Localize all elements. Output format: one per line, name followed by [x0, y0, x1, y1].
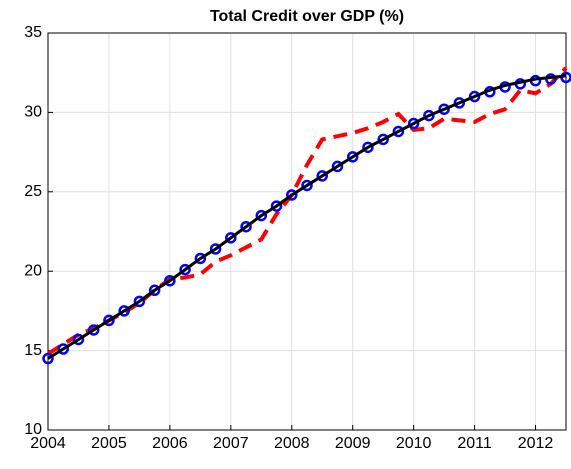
point	[468, 90, 481, 103]
point	[331, 160, 344, 173]
x-tick-label: 2004	[30, 435, 66, 452]
point	[194, 252, 207, 265]
y-tick-label: 35	[24, 24, 42, 41]
point	[301, 179, 313, 192]
point	[453, 97, 466, 109]
point	[209, 243, 222, 255]
point	[179, 263, 191, 276]
point	[118, 305, 130, 317]
x-tick-label: 2008	[274, 435, 310, 452]
y-tick-label: 10	[24, 421, 42, 438]
point	[316, 170, 328, 182]
point	[377, 133, 389, 146]
point	[42, 352, 54, 365]
x-tick-label: 2011	[457, 435, 492, 452]
point	[240, 220, 252, 233]
point	[438, 103, 450, 115]
point	[423, 109, 435, 122]
point	[346, 151, 359, 163]
point	[72, 333, 85, 346]
y-tick-label: 15	[24, 342, 42, 359]
plot-frame	[47, 32, 567, 431]
x-tick-label: 2010	[396, 435, 432, 452]
point	[362, 141, 374, 154]
x-tick-label: 2006	[152, 435, 188, 452]
point	[255, 209, 268, 222]
point	[103, 314, 115, 327]
point	[270, 200, 283, 212]
point	[407, 117, 420, 130]
x-tick-label: 2007	[213, 435, 249, 452]
y-tick-label: 25	[24, 183, 42, 200]
y-tick-label: 30	[24, 104, 42, 121]
point	[392, 125, 405, 138]
point	[57, 343, 69, 355]
point	[148, 284, 161, 297]
point	[133, 295, 146, 308]
y-tick-label: 20	[24, 262, 42, 279]
point	[286, 189, 298, 201]
chart-title: Total Credit over GDP (%)	[210, 8, 404, 25]
x-tick-label: 2009	[335, 435, 371, 452]
point	[225, 232, 237, 244]
point	[87, 324, 100, 336]
line	[47, 74, 567, 360]
point	[164, 274, 176, 287]
x-tick-label: 2012	[518, 435, 554, 452]
x-tick-label: 2005	[91, 435, 127, 452]
